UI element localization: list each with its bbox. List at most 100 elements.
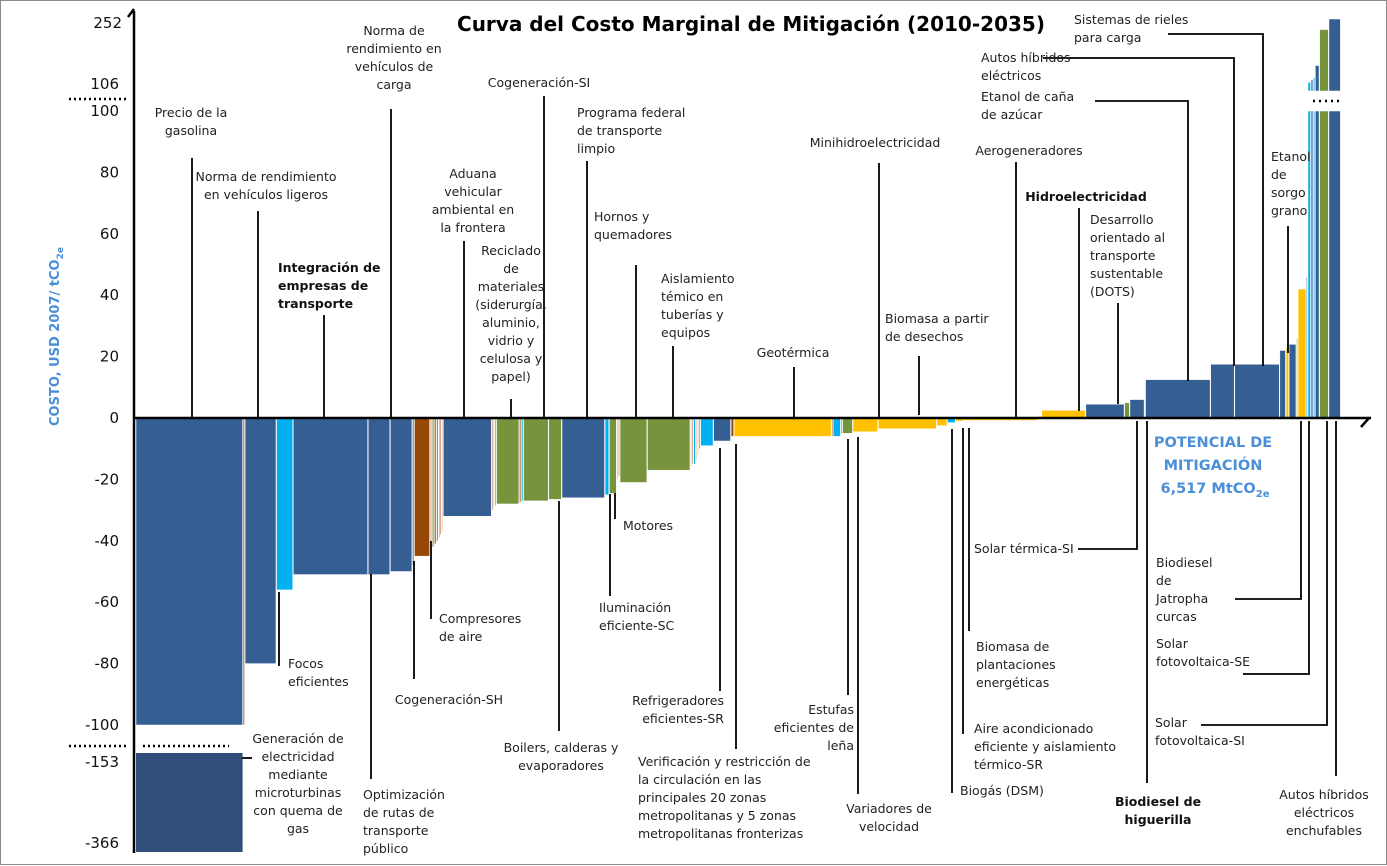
bar-labels: Precio de la gasolina Norma de rendimiento…: [155, 12, 1369, 856]
bar-negative: [390, 417, 413, 572]
bar-label-line: aluminio,: [482, 315, 540, 330]
y-tick-label: -20: [95, 470, 120, 488]
bar-label-line: Etanol: [1271, 149, 1311, 164]
bar-label-line: Autos híbridos: [981, 50, 1071, 65]
bar-positive-lower: [1319, 110, 1329, 419]
bar-positive: [1234, 364, 1280, 419]
bar-label: Verificación y restricción de la circulac…: [638, 754, 811, 841]
bar-positive-upper: [1313, 77, 1316, 92]
bar-label-line: Verificación y restricción de: [638, 754, 811, 769]
y-break-tick-label: -366: [85, 834, 119, 852]
bar-negative: [493, 417, 495, 508]
bar-label-line: Biomasa de: [976, 639, 1050, 654]
leader-line: [1168, 33, 1264, 366]
bar-label-line: velocidad: [859, 819, 919, 834]
bar-negative: [840, 417, 843, 434]
bar-positive-upper: [1310, 79, 1314, 92]
bar-label-line: de azúcar: [981, 107, 1043, 122]
y-axis-arrow-tip: [127, 8, 135, 18]
potential-line-3: 6,517 MtCO2e: [1161, 481, 1270, 500]
bar-label-line: leña: [827, 738, 854, 753]
bar-label-line: Iluminación: [599, 600, 671, 615]
bar-label-line: Minihidroelectricidad: [810, 135, 941, 150]
bar-label-line: Biodiesel: [1156, 555, 1212, 570]
bar-label-line: de desechos: [885, 329, 963, 344]
y-tick-label: 0: [109, 409, 119, 427]
bar-label: Aislamiento témico en tuberías y equipos: [661, 271, 734, 340]
bar-label-line: Refrigeradores: [632, 693, 724, 708]
bar-negative: [367, 417, 391, 575]
bar-label-line: témico en: [661, 289, 723, 304]
bar-label: Biodiesel de Jatropha curcas: [1155, 555, 1212, 624]
bar-negative: [561, 417, 605, 499]
bar-label: Minihidroelectricidad: [810, 135, 941, 150]
bar-label-line: eficientes: [288, 674, 349, 689]
bar-label-line: transporte: [1090, 248, 1156, 263]
bar-positive: [1296, 337, 1298, 419]
bar-label-line: gas: [287, 821, 309, 836]
bar-label-line: para carga: [1074, 30, 1141, 45]
bar-label-line: principales 20 zonas: [638, 790, 766, 805]
bar-label-line: Generación de: [252, 731, 344, 746]
bar-label-line: quemadores: [594, 227, 672, 242]
bar-label-line: celulosa y: [480, 351, 543, 366]
bar-negative: [491, 417, 494, 511]
y-tick-labels: -100 -80 -60 -40 -20 0 20 40 60 80 100 252 106 -153 -3…: [85, 14, 122, 852]
bar-negative: [438, 417, 440, 538]
bar-label-line: orientado al: [1090, 230, 1165, 245]
bar-negative: [432, 417, 435, 548]
bar-label-line: eficiente y aislamiento: [974, 739, 1116, 754]
y-tick-label: -40: [95, 532, 120, 550]
bar-negative: [852, 417, 878, 433]
bar-label-line: enchufables: [1286, 823, 1362, 838]
bar-label-line: fotovoltaica-SI: [1155, 733, 1245, 748]
bar-label-line: materiales: [478, 279, 544, 294]
bar-label-line: Aislamiento: [661, 271, 734, 286]
bar-label: Aire acondicionado eficiente y aislamient…: [974, 721, 1116, 772]
bar-negative: [647, 417, 691, 471]
bar-label-line: gasolina: [165, 123, 217, 138]
bar-label-line: equipos: [661, 325, 710, 340]
y-tick-label: 20: [100, 348, 119, 366]
bar-positive-upper: [1307, 82, 1311, 92]
bar-label: Solar fotovoltaica-SE: [1156, 636, 1250, 669]
bar-label: Precio de la gasolina: [155, 105, 228, 138]
bar-negative: [698, 417, 701, 449]
y-break-tick-label: -153: [85, 753, 119, 771]
bar-label-line: Aduana: [449, 166, 496, 181]
bar-label: Solar fotovoltaica-SI: [1155, 715, 1245, 748]
y-tick-label: -60: [95, 593, 120, 611]
bar-positive: [1279, 350, 1286, 419]
potential-line-2: MITIGACIÓN: [1164, 456, 1263, 474]
y-tick-label: 100: [90, 102, 119, 120]
leader-line: [1235, 421, 1302, 600]
bar-label-line: empresas de: [278, 278, 368, 293]
bar-negative: [434, 417, 437, 545]
bar-negative: [496, 417, 520, 505]
axes-layer: [69, 8, 1371, 853]
potential-annotation: POTENCIAL DE MITIGACIÓN 6,517 MtCO2e: [1154, 435, 1272, 500]
leader-line: [1201, 421, 1328, 726]
bar-label: Geotérmica: [757, 345, 830, 360]
bar-label-line: Autos híbridos: [1279, 787, 1369, 802]
bar-label-line: Solar: [1156, 636, 1189, 651]
bar-label-line: (DOTS): [1090, 284, 1135, 299]
bar-negative: [244, 417, 277, 664]
bar-label-line: limpio: [577, 141, 615, 156]
bar-label: Solar térmica-SI: [974, 541, 1074, 556]
bar-label-line: de: [503, 261, 519, 276]
bar-label-line: transporte: [278, 296, 353, 311]
bar-label: Optimización de rutas de transporte público: [363, 787, 445, 856]
bar-label-line: de: [1271, 167, 1287, 182]
bar-label-line: Biogás (DSM): [960, 783, 1044, 798]
leader-line: [1078, 421, 1138, 550]
bar-positive: [1288, 344, 1297, 419]
bar-negative: [441, 417, 444, 532]
bar-positive: [1297, 288, 1307, 419]
bar-label-line: Biodiesel de: [1115, 794, 1201, 809]
bar-negative: [412, 417, 415, 566]
bar-negative: [548, 417, 562, 500]
bar-label-line: Variadores de: [846, 801, 932, 816]
bar-positive-upper: [1328, 18, 1341, 92]
bar-negative: [293, 417, 368, 575]
